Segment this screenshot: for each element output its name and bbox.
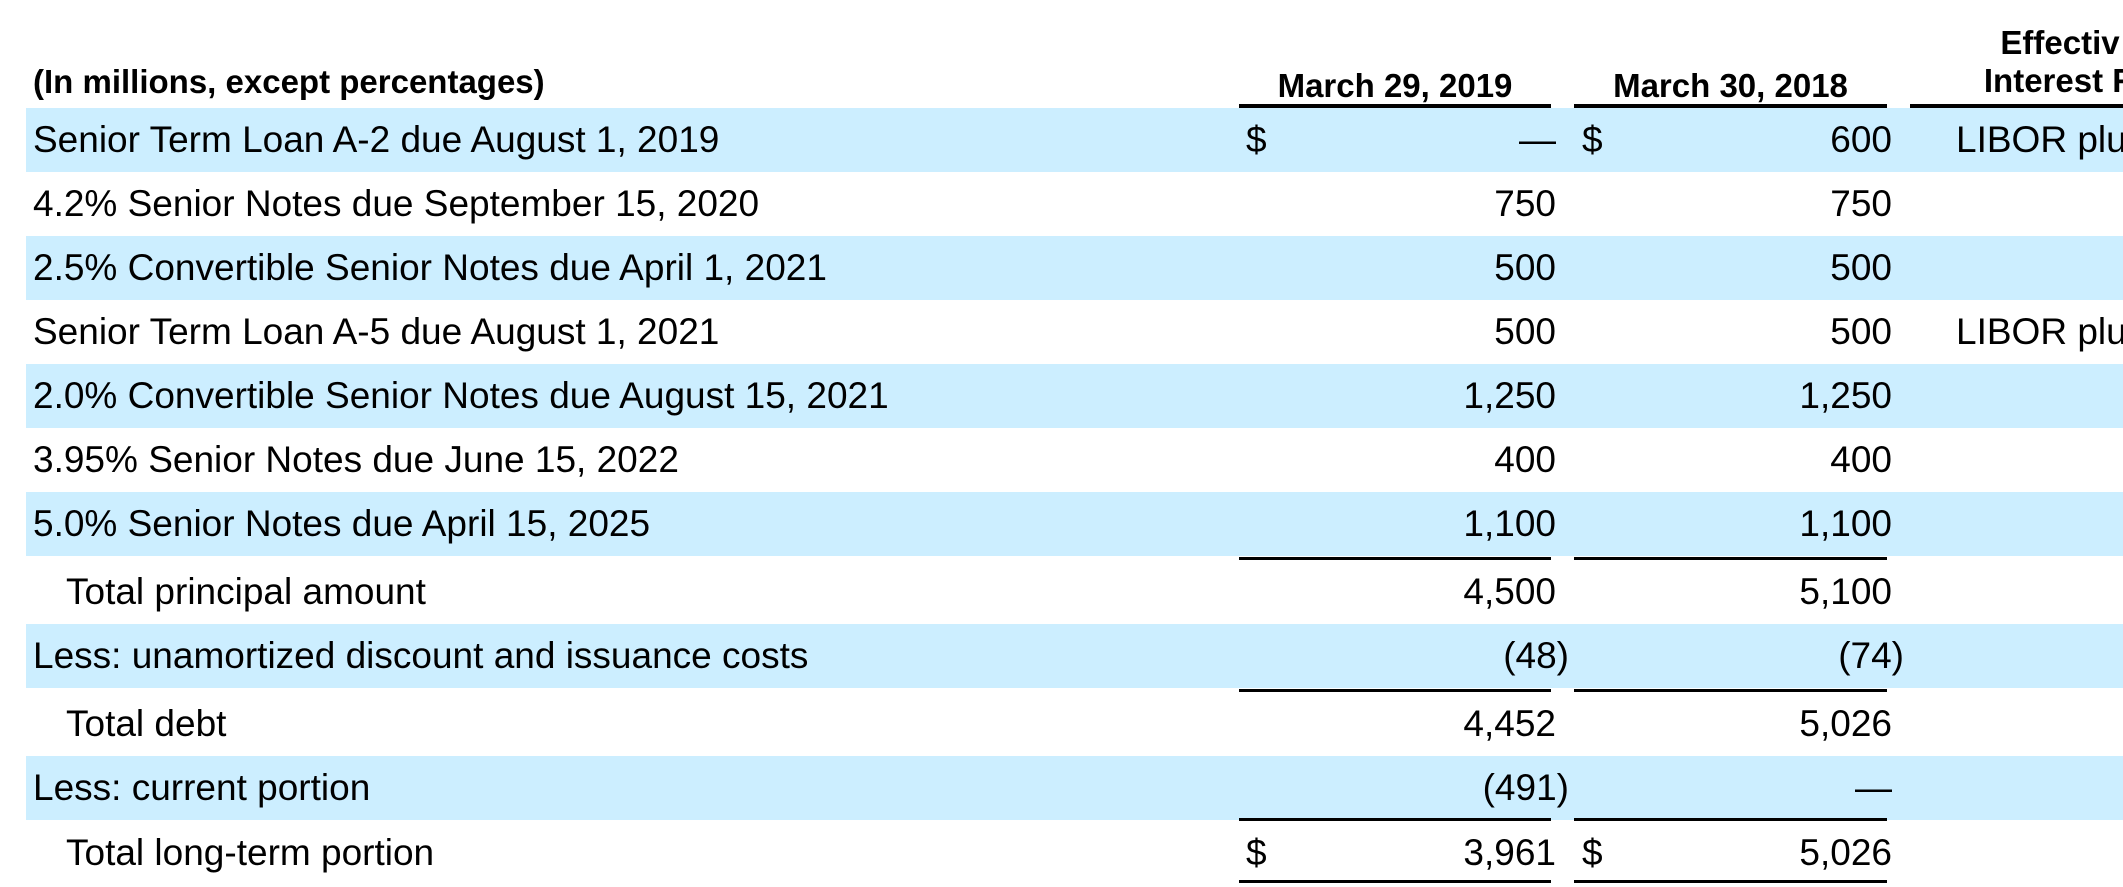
dollar-sign: $	[1582, 832, 1603, 873]
column-header-march-29-2019: March 29, 2019	[1277, 67, 1513, 104]
subtotal-rule	[1574, 689, 1887, 692]
table-row: 2.0% Convertible Senior Notes due August…	[26, 364, 2123, 428]
table-row: 2.5% Convertible Senior Notes due April …	[26, 236, 2123, 300]
row-label: Senior Term Loan A-2 due August 1, 2019	[33, 119, 720, 160]
value-2018: 5,100	[1799, 571, 1892, 612]
total-double-rule	[1574, 880, 1887, 883]
value-2018: 400	[1830, 439, 1892, 480]
table-row: Total debt 4,452 5,026	[26, 692, 2123, 756]
column-header-march-30-2018: March 30, 2018	[1613, 67, 1848, 104]
row-label: 5.0% Senior Notes due April 15, 2025	[33, 503, 651, 544]
value-2019: (48)	[1503, 635, 1569, 676]
row-label: Total long-term portion	[66, 832, 435, 873]
value-2018: 1,250	[1799, 375, 1892, 416]
header-underline	[1910, 104, 2123, 108]
value-2019: 3,961	[1463, 832, 1556, 873]
value-2018: 750	[1830, 183, 1892, 224]
value-2019: 400	[1494, 439, 1556, 480]
value-2018: 5,026	[1799, 703, 1892, 744]
value-2019: (491)	[1482, 767, 1569, 808]
row-label: 2.5% Convertible Senior Notes due April …	[33, 247, 827, 288]
table-row: Total principal amount 4,500 5,100	[26, 560, 2123, 624]
value-2019: 1,100	[1463, 503, 1556, 544]
table-row: Less: current portion (491) —	[26, 756, 2123, 820]
row-label: 2.0% Convertible Senior Notes due August…	[33, 375, 889, 416]
value-2018: 500	[1830, 247, 1892, 288]
dollar-sign: $	[1246, 832, 1267, 873]
value-2018: (74)	[1838, 635, 1904, 676]
dollar-sign: $	[1582, 119, 1603, 160]
value-2019: 750	[1494, 183, 1556, 224]
value-2019: 500	[1494, 311, 1556, 352]
value-2019: 4,500	[1463, 571, 1556, 612]
table-row: 3.95% Senior Notes due June 15, 2022 400…	[26, 428, 2123, 492]
column-header-line-2: Interest R	[1983, 62, 2123, 99]
table-row: Senior Term Loan A-2 due August 1, 2019 …	[26, 108, 2123, 172]
column-header-effective-interest-rate: Effectiv Interest R	[1910, 24, 2123, 100]
subtotal-rule	[1574, 818, 1887, 821]
row-label: Senior Term Loan A-5 due August 1, 2021	[33, 311, 720, 352]
table-row: 4.2% Senior Notes due September 15, 2020…	[26, 172, 2123, 236]
value-2019: 500	[1494, 247, 1556, 288]
row-label: Total principal amount	[66, 571, 426, 612]
row-label: 4.2% Senior Notes due September 15, 2020	[33, 183, 760, 224]
subtotal-rule	[1574, 557, 1887, 560]
table-row: Total long-term portion $ 3,961 $ 5,026	[26, 821, 2123, 885]
column-header-line-1: Effectiv	[2000, 24, 2120, 61]
row-label: Total debt	[66, 703, 227, 744]
value-2018: 600	[1830, 119, 1892, 160]
table-row: 5.0% Senior Notes due April 15, 2025 1,1…	[26, 492, 2123, 556]
header-underline	[1574, 104, 1887, 108]
value-2018: —	[1855, 767, 1892, 808]
table-row: Less: unamortized discount and issuance …	[26, 624, 2123, 688]
row-label: 3.95% Senior Notes due June 15, 2022	[33, 439, 679, 480]
value-2019: —	[1519, 119, 1556, 160]
subtotal-rule	[1239, 557, 1551, 560]
header-underline	[1239, 104, 1551, 108]
value-2018: 500	[1830, 311, 1892, 352]
table-header-label: (In millions, except percentages)	[33, 63, 545, 100]
value-2018: 1,100	[1799, 503, 1892, 544]
value-2019: 1,250	[1463, 375, 1556, 416]
value-2019: 4,452	[1463, 703, 1556, 744]
total-double-rule	[1239, 880, 1551, 883]
row-label: Less: current portion	[33, 767, 371, 808]
subtotal-rule	[1239, 689, 1551, 692]
interest-rate: LIBOR plu	[1956, 311, 2123, 352]
table-row: Senior Term Loan A-5 due August 1, 2021 …	[26, 300, 2123, 364]
dollar-sign: $	[1246, 119, 1267, 160]
interest-rate: LIBOR plu	[1956, 119, 2123, 160]
subtotal-rule	[1239, 818, 1551, 821]
value-2018: 5,026	[1799, 832, 1892, 873]
row-label: Less: unamortized discount and issuance …	[33, 635, 809, 676]
